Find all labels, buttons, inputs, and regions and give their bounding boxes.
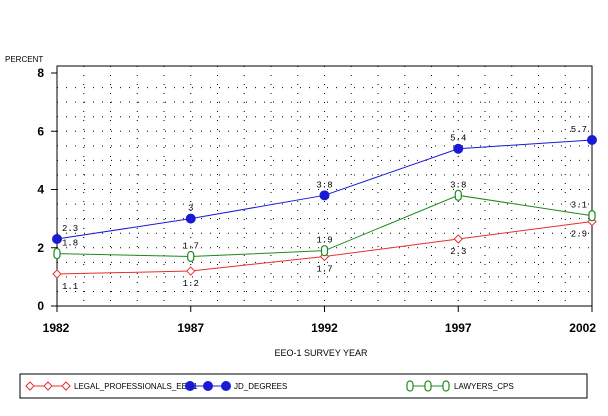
data-point — [52, 269, 62, 279]
data-point — [453, 234, 463, 244]
legend-label: LAWYERS_CPS — [454, 382, 514, 391]
legend-item-legal-professionals-eeo1: LEGAL_PROFESSIONALS_EEO1 — [25, 381, 198, 391]
legend-swatch-marker — [203, 381, 213, 391]
legend-swatch-marker — [406, 380, 414, 392]
x-axis: 1982 1987 1992 1997 2002 — [43, 306, 596, 335]
data-point — [453, 143, 464, 154]
data-label: 2.9 — [571, 230, 587, 240]
data-label: 2.3 — [62, 224, 78, 234]
legend-swatch-marker — [61, 381, 71, 391]
x-tick-label: 2002 — [569, 321, 596, 335]
data-point — [588, 210, 596, 222]
data-point — [187, 250, 195, 263]
series-group: 1.1 1.2 1.7 2.3 2.9 2.3 3 3.8 5.4 5.7 1.8 1.7 1.9 3.8… — [52, 125, 597, 292]
y-tick-label: 0 — [37, 299, 44, 313]
legend-item-jd-degrees: JD_DEGREES — [185, 381, 287, 391]
data-label: 5.7 — [571, 125, 587, 135]
data-label: 1.1 — [62, 282, 78, 292]
y-axis: 0 2 4 6 8 — [37, 66, 57, 313]
data-label: 1.7 — [183, 241, 199, 251]
data-point — [454, 189, 462, 201]
data-label: 3.1 — [571, 201, 587, 211]
data-point — [186, 266, 196, 276]
data-point — [52, 234, 62, 245]
data-point — [185, 213, 196, 224]
y-tick-label: 6 — [37, 124, 44, 138]
data-point — [587, 134, 597, 145]
legend-swatch-marker — [43, 381, 53, 391]
legend-label: JD_DEGREES — [234, 382, 287, 391]
data-label: 1.8 — [62, 239, 78, 249]
y-tick-label: 4 — [37, 183, 44, 197]
y-axis-label: PERCENT — [5, 55, 43, 64]
legend-item-lawyers-cps: LAWYERS_CPS — [406, 380, 514, 392]
x-tick-label: 1987 — [177, 321, 204, 335]
series-lawyers-cps: 1.8 1.7 1.9 3.8 3.1 — [53, 180, 596, 263]
legend-box — [19, 373, 588, 399]
x-tick-label: 1997 — [445, 321, 472, 335]
data-label: 3 — [188, 204, 193, 214]
data-point — [320, 245, 329, 257]
legend-swatch-marker — [25, 381, 35, 391]
y-tick-label: 8 — [37, 66, 44, 80]
legend-swatch-marker — [185, 381, 195, 391]
data-label: 1.9 — [316, 236, 332, 246]
data-label: 2.3 — [450, 247, 466, 257]
x-tick-label: 1992 — [311, 321, 338, 335]
x-tick-label: 1982 — [43, 321, 70, 335]
legend-swatch-marker — [221, 381, 231, 391]
legend-label: LEGAL_PROFESSIONALS_EEO1 — [74, 382, 198, 391]
series-legal-professionals-eeo1: 1.1 1.2 1.7 2.3 2.9 — [52, 216, 597, 292]
data-label: 3.8 — [450, 180, 466, 190]
legend: LEGAL_PROFESSIONALS_EEO1 JD_DEGREES LAWYER… — [25, 380, 514, 392]
legend-swatch-marker — [424, 380, 432, 392]
data-label: 5.4 — [450, 134, 466, 144]
y-tick-label: 2 — [37, 241, 44, 255]
legend-swatch-marker — [442, 380, 450, 392]
data-label: 3.8 — [316, 180, 332, 190]
data-label: 1.7 — [316, 264, 332, 274]
x-axis-label: EEO-1 SURVEY YEAR — [274, 348, 368, 358]
data-point — [319, 190, 330, 201]
series-jd-degrees: 2.3 3 3.8 5.4 5.7 — [52, 125, 597, 245]
data-point — [53, 247, 61, 260]
data-label: 1.2 — [183, 279, 199, 289]
